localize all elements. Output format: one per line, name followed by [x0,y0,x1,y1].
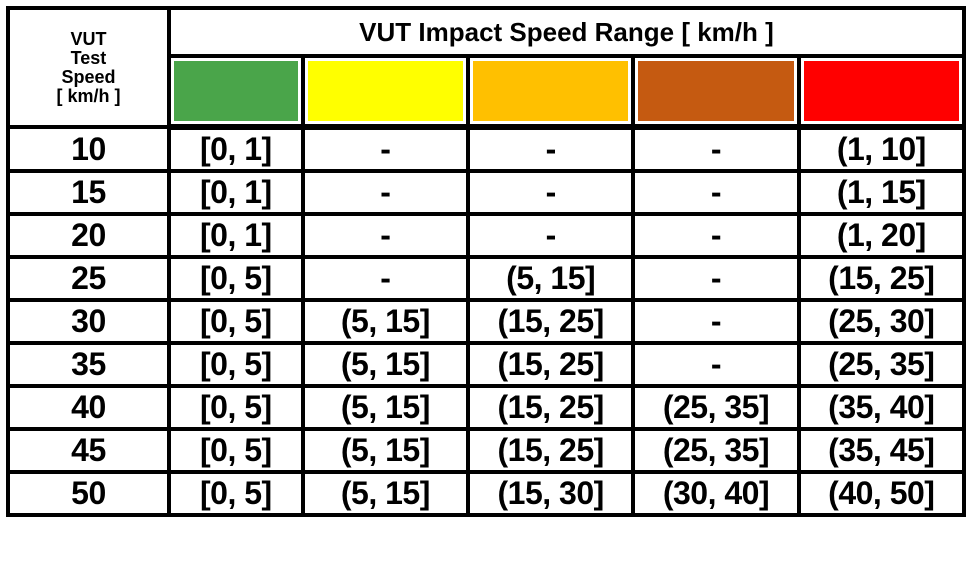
impact-range-cell: (15, 25] [796,255,967,302]
impact-range-cell: (5, 15] [466,255,636,302]
impact-speed-table: VUT Test Speed [ km/h ] VUT Impact Speed… [6,6,967,517]
impact-range-cell: - [466,125,636,173]
color-swatch-cell [631,54,801,130]
test-speed-cell: 25 [6,255,171,302]
impact-range-cell: (25, 35] [796,341,967,388]
impact-range-cell: - [466,212,636,259]
impact-range-cell: (15, 30] [466,470,636,517]
table-row: 50 [0, 5] (5, 15] (15, 30] (30, 40] (40, 50] [6,470,967,517]
impact-range-cell: (1, 20] [796,212,967,259]
test-speed-cell: 40 [6,384,171,431]
color-swatch-orange [473,61,629,121]
speed-range-table-container: VUT Test Speed [ km/h ] VUT Impact Speed… [6,6,967,517]
impact-range-cell: [0, 5] [166,341,305,388]
test-speed-cell: 30 [6,298,171,345]
impact-range-cell: - [300,169,471,216]
impact-range-cell: (15, 25] [466,341,636,388]
impact-range-cell: - [300,212,471,259]
impact-range-cell: - [300,255,471,302]
test-speed-header: VUT Test Speed [ km/h ] [6,6,171,129]
test-speed-header-line: Speed [61,66,116,87]
table-row: 25 [0, 5] - (5, 15] - (15, 25] [6,255,967,302]
impact-range-cell: - [631,169,801,216]
test-speed-cell: 50 [6,470,171,517]
impact-range-cell: (25, 35] [631,427,801,474]
impact-range-cell: (5, 15] [300,384,471,431]
impact-range-cell: (35, 40] [796,384,967,431]
table-row: 30 [0, 5] (5, 15] (15, 25] - (25, 30] [6,298,967,345]
table-row: 45 [0, 5] (5, 15] (15, 25] (25, 35] (35, 45] [6,427,967,474]
table-row: 15 [0, 1] - - - (1, 15] [6,169,967,216]
test-speed-cell: 10 [6,125,171,173]
impact-range-cell: [0, 1] [166,212,305,259]
impact-range-cell: (30, 40] [631,470,801,517]
color-swatch-brown [638,61,794,121]
impact-range-cell: [0, 5] [166,384,305,431]
impact-range-cell: - [466,169,636,216]
impact-range-cell: [0, 1] [166,169,305,216]
impact-range-cell: (5, 15] [300,427,471,474]
color-swatch-cell [796,54,967,130]
test-speed-cell: 45 [6,427,171,474]
test-speed-header-line: [ km/h ] [56,85,121,106]
impact-range-cell: (15, 25] [466,427,636,474]
table-row: 20 [0, 1] - - - (1, 20] [6,212,967,259]
impact-range-cell: (1, 10] [796,125,967,173]
impact-range-cell: [0, 5] [166,427,305,474]
test-speed-header-line: Test [70,47,107,68]
color-legend-row [8,54,967,130]
color-swatch-green [173,61,298,121]
impact-range-cell: (35, 45] [796,427,967,474]
impact-range-cell: [0, 1] [166,125,305,173]
table-row: 10 [0, 1] - - - (1, 10] [6,125,967,173]
test-speed-cell: 15 [6,169,171,216]
impact-range-cell: - [300,125,471,173]
color-swatch-yellow [307,61,464,121]
impact-range-cell: - [631,212,801,259]
table-row: 40 [0, 5] (5, 15] (15, 25] (25, 35] (35, 40] [6,384,967,431]
impact-range-cell: (5, 15] [300,298,471,345]
impact-range-cell: (5, 15] [300,341,471,388]
impact-range-cell: [0, 5] [166,255,305,302]
impact-range-cell: (40, 50] [796,470,967,517]
color-swatch-cell [466,54,636,130]
table-row: 35 [0, 5] (5, 15] (15, 25] - (25, 35] [6,341,967,388]
impact-range-cell: (15, 25] [466,298,636,345]
impact-range-cell: (1, 15] [796,169,967,216]
impact-range-cell: (25, 30] [796,298,967,345]
color-swatch-red [803,61,959,121]
impact-range-cell: - [631,298,801,345]
impact-range-cell: (25, 35] [631,384,801,431]
impact-range-cell: (15, 25] [466,384,636,431]
color-swatch-cell [166,54,305,130]
impact-range-cell: (5, 15] [300,470,471,517]
test-speed-cell: 20 [6,212,171,259]
impact-speed-range-header: VUT Impact Speed Range [ km/h ] [166,6,967,58]
test-speed-cell: 35 [6,341,171,388]
color-swatch-cell [300,54,471,130]
impact-range-cell: - [631,125,801,173]
test-speed-header-line: VUT [70,28,107,49]
impact-range-cell: - [631,341,801,388]
impact-range-cell: [0, 5] [166,298,305,345]
impact-range-cell: [0, 5] [166,470,305,517]
impact-range-cell: - [631,255,801,302]
